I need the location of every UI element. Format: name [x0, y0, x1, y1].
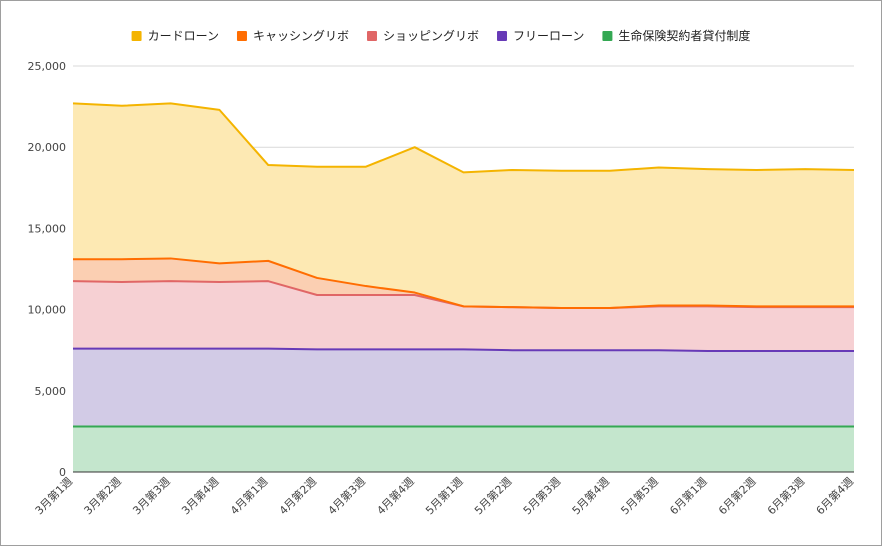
x-tick-label: 3月第1週 [32, 474, 75, 517]
legend-label: ショッピングリボ [383, 29, 479, 43]
y-tick-label: 25,000 [28, 60, 67, 73]
x-tick-label: 6月第3週 [764, 474, 807, 517]
legend-label: フリーローン [513, 29, 584, 43]
series-4-area [73, 103, 854, 308]
legend: カードローン キャッシングリボ ショッピングリボ フリーローン 生命保険契約者貸付制度 [131, 28, 750, 43]
x-tick-label: 4月第3週 [325, 474, 368, 517]
x-tick-label: 4月第4週 [374, 474, 417, 517]
series-areas [73, 103, 854, 472]
x-tick-label: 5月第3週 [520, 474, 563, 517]
series-1-area [73, 348, 854, 427]
legend-label: 生命保険契約者貸付制度 [618, 28, 750, 43]
legend-item[interactable]: カードローン [131, 29, 219, 43]
x-tick-label: 5月第5週 [618, 474, 661, 517]
x-tick-label: 3月第2週 [81, 474, 124, 517]
y-tick-label: 10,000 [28, 304, 67, 317]
x-tick-label: 4月第2週 [276, 474, 319, 517]
series-3-area [73, 258, 854, 308]
series-lines [72, 102, 855, 428]
series-2-area [73, 281, 854, 352]
series-4-line [72, 102, 855, 174]
x-tick-label: 3月第4週 [178, 474, 221, 517]
legend-swatch [131, 31, 142, 41]
x-tick-label: 5月第1週 [422, 474, 465, 517]
series-3-line [73, 257, 854, 309]
x-tick-label: 6月第4週 [813, 474, 856, 517]
legend-swatch [497, 31, 508, 41]
y-tick-label: 0 [59, 466, 66, 479]
y-tick-label: 15,000 [28, 222, 67, 235]
y-tick-label: 5,000 [35, 385, 67, 398]
series-0-area [73, 426, 854, 472]
legend-swatch [236, 31, 247, 41]
series-1-line [73, 347, 854, 353]
y-axis-tick-labels: 0 5,000 10,000 15,000 20,000 25,000 [28, 60, 67, 479]
x-tick-label: 5月第4週 [569, 474, 612, 517]
x-tick-label: 6月第1週 [667, 474, 710, 517]
x-tick-label: 3月第3週 [130, 474, 173, 517]
legend-swatch [366, 31, 377, 41]
legend-item[interactable]: 生命保険契約者貸付制度 [602, 28, 750, 43]
legend-item[interactable]: ショッピングリボ [366, 29, 479, 43]
legend-label: キャッシングリボ [253, 29, 349, 43]
x-tick-label: 5月第2週 [471, 474, 514, 517]
x-tick-label: 4月第1週 [227, 474, 270, 517]
legend-item[interactable]: フリーローン [497, 29, 584, 43]
legend-swatch [602, 31, 613, 41]
legend-label: カードローン [148, 29, 219, 43]
x-axis-tick-labels: 3月第1週 3月第2週 3月第3週 3月第4週 4月第1週 4月第2週 4月第3週 4月第4週… [32, 474, 856, 517]
x-tick-label: 6月第2週 [715, 474, 758, 517]
legend-item[interactable]: キャッシングリボ [236, 29, 349, 43]
y-tick-label: 20,000 [28, 141, 67, 154]
